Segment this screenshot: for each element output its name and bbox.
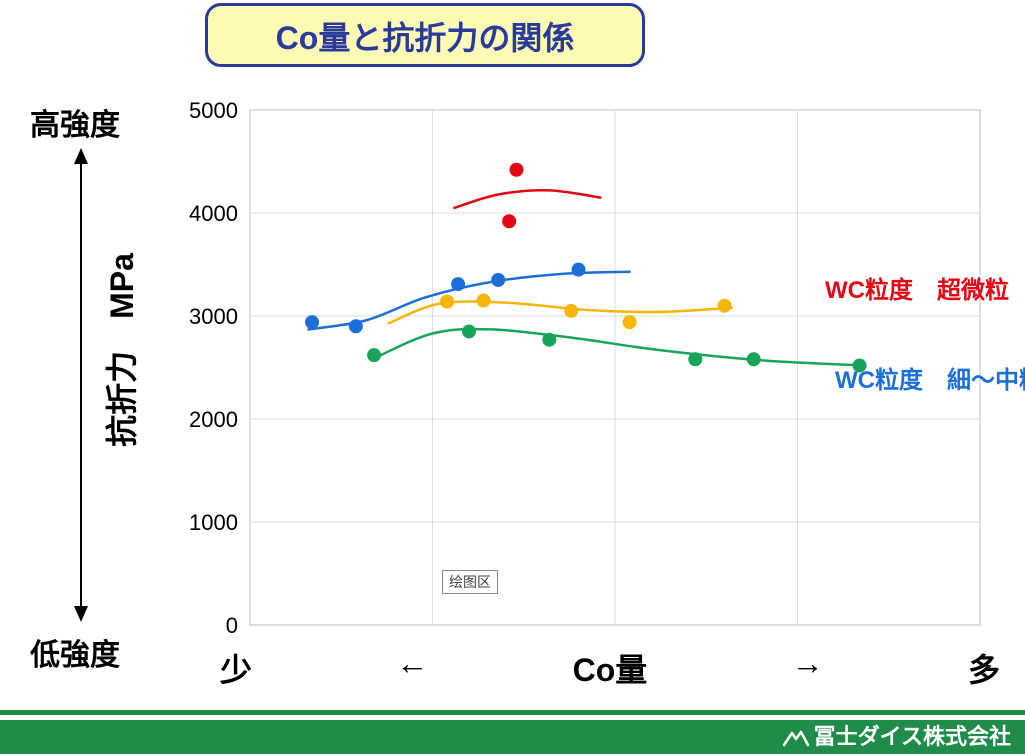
side-label-low: 低強度 [30,630,120,674]
x-label-max: 多 [968,645,1000,691]
series-label-ultrafine: WC粒度 超微粒 [825,270,1009,305]
svg-text:2000: 2000 [189,407,238,432]
footer-divider [0,710,1025,715]
chart-title: Co量と抗折力の関係 [205,3,645,67]
side-label-high: 高強度 [30,100,120,144]
strength-arrow [80,150,82,620]
x-axis-label: 少 ← Co量 → 多 [220,645,1000,691]
footer-company: 冨士ダイス株式会社 [0,720,1025,754]
y-axis-label: 抗折力 MPa [97,253,143,447]
svg-text:0: 0 [226,613,238,638]
x-label-l: ← [396,645,428,691]
x-label-r: → [792,645,824,691]
company-logo-icon [782,729,810,747]
series-label-fine-med: WC粒度 細〜中粒 [835,360,1025,395]
plot-area-hint: 绘图区 [442,570,498,594]
svg-text:3000: 3000 [189,304,238,329]
svg-text:5000: 5000 [189,98,238,123]
svg-text:1000: 1000 [189,510,238,535]
svg-text:4000: 4000 [189,201,238,226]
x-label-mid: Co量 [573,645,648,691]
company-name: 冨士ダイス株式会社 [814,724,1011,749]
x-label-min: 少 [220,645,252,691]
